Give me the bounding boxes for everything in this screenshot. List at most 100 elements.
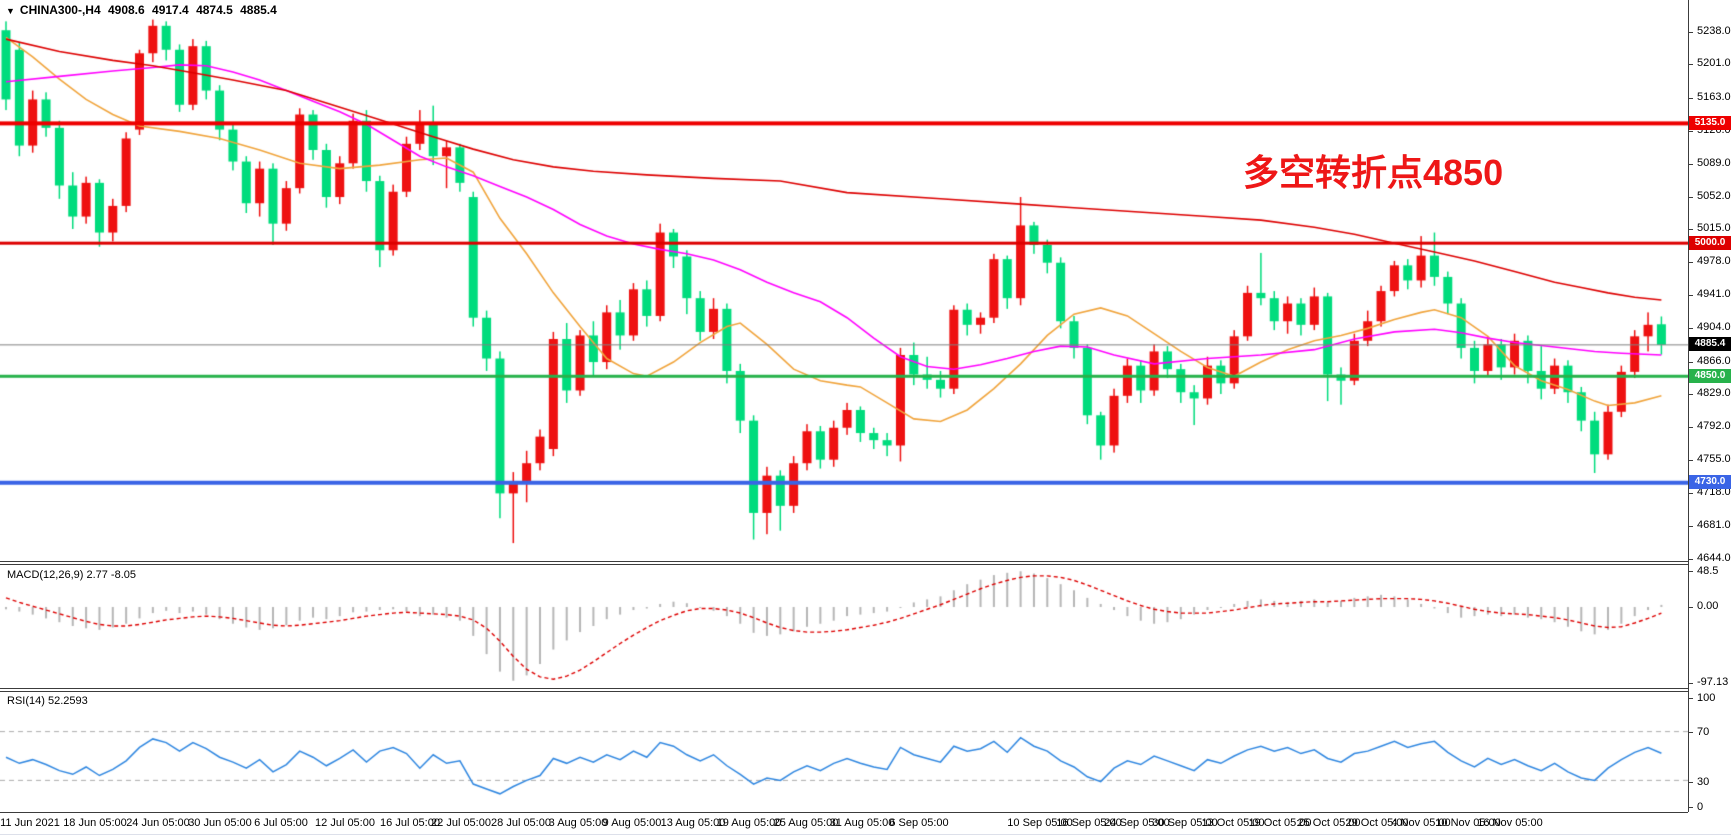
price-tick-label: 4904.0: [1697, 321, 1731, 333]
time-tick-label: 24 Jun 05:00: [126, 817, 190, 829]
macd-scale-max: 48.5: [1697, 565, 1719, 577]
time-tick-label: 3 Aug 05:00: [548, 817, 608, 829]
annotation-text[interactable]: 多空转折点4850: [1243, 152, 1504, 193]
time-tick-label: 6 Sep 05:00: [889, 817, 949, 829]
pane-separator: [0, 812, 1688, 813]
time-tick-label: 22 Jul 05:00: [431, 817, 491, 829]
price-tick-mark: [1688, 229, 1693, 230]
macd-canvas[interactable]: [0, 565, 1688, 688]
time-tick-label: 13 Oct 05:00: [1201, 817, 1265, 829]
time-tick-label: 30 Sep 05:00: [1152, 817, 1218, 829]
pane-separator[interactable]: [0, 691, 1688, 692]
rsi-scale-30: 30: [1697, 776, 1710, 788]
price-tick-mark: [1688, 362, 1693, 363]
macd-scale-tick: [1688, 683, 1693, 684]
price-axis-border: [1688, 0, 1689, 812]
time-tick-label: 30 Jun 05:00: [188, 817, 252, 829]
price-line-badge: 4850.0: [1689, 369, 1731, 383]
window-bottom-edge: [0, 834, 1731, 835]
price-chart-canvas[interactable]: [0, 0, 1688, 563]
macd-scale-tick: [1688, 571, 1693, 572]
time-tick-label: 6 Jul 05:00: [254, 817, 308, 829]
price-tick-label: 5238.0: [1697, 25, 1731, 37]
price-tick-mark: [1688, 98, 1693, 99]
price-line-badge: 4885.4: [1689, 337, 1731, 351]
price-tick-label: 4866.0: [1697, 355, 1731, 367]
ohlc-close: 4885.4: [240, 3, 277, 17]
rsi-scale-tick: [1688, 782, 1693, 783]
time-tick-label: 18 Jun 05:00: [63, 817, 127, 829]
price-tick-label: 4829.0: [1697, 387, 1731, 399]
time-tick-label: 10 Sep 05:00: [1007, 817, 1073, 829]
price-tick-mark: [1688, 197, 1693, 198]
price-tick-label: 4718.0: [1697, 486, 1731, 498]
price-tick-mark: [1688, 32, 1693, 33]
price-line-badge: 4730.0: [1689, 475, 1731, 489]
collapse-chart-icon[interactable]: ▼: [6, 6, 15, 16]
price-tick-label: 4681.0: [1697, 519, 1731, 531]
ohlc-low: 4874.5: [196, 3, 233, 17]
price-tick-mark: [1688, 526, 1693, 527]
price-tick-label: 5163.0: [1697, 91, 1731, 103]
rsi-scale-tick: [1688, 698, 1693, 699]
price-tick-label: 4792.0: [1697, 420, 1731, 432]
time-tick-label: 31 Aug 05:00: [829, 817, 895, 829]
price-tick-label: 4941.0: [1697, 288, 1731, 300]
rsi-scale-100: 100: [1697, 692, 1716, 704]
time-tick-label: 29 Oct 05:00: [1345, 817, 1409, 829]
ohlc-high: 4917.4: [152, 3, 189, 17]
chart-header: ▼ CHINA300-,H4 4908.6 4917.4 4874.5 4885.…: [6, 3, 281, 17]
macd-scale-zero: 0.00: [1697, 600, 1719, 612]
time-tick-label: 19 Aug 05:00: [716, 817, 782, 829]
macd-scale-tick: [1688, 607, 1693, 608]
rsi-scale-0: 0: [1697, 801, 1704, 813]
time-tick-label: 10 Nov 05:00: [1435, 817, 1501, 829]
price-tick-label: 4755.0: [1697, 453, 1731, 465]
pane-separator[interactable]: [0, 564, 1688, 565]
time-tick-label: 11 Jun 2021: [0, 817, 60, 829]
price-tick-mark: [1688, 64, 1693, 65]
time-tick-label: 25 Oct 05:00: [1297, 817, 1361, 829]
rsi-indicator-label: RSI(14) 52.2593: [7, 695, 88, 707]
price-line-badge: 5000.0: [1689, 236, 1731, 250]
time-tick-label: 13 Aug 05:00: [660, 817, 726, 829]
pane-separator[interactable]: [0, 561, 1688, 562]
rsi-scale-tick: [1688, 732, 1693, 733]
price-tick-label: 4644.0: [1697, 552, 1731, 564]
time-tick-label: 16 Sep 05:00: [1056, 817, 1122, 829]
price-tick-mark: [1688, 328, 1693, 329]
price-tick-mark: [1688, 164, 1693, 165]
price-tick-mark: [1688, 131, 1693, 132]
price-tick-label: 5201.0: [1697, 57, 1731, 69]
rsi-scale-70: 70: [1697, 726, 1710, 738]
price-tick-label: 5015.0: [1697, 222, 1731, 234]
macd-scale-min: -97.13: [1697, 676, 1729, 688]
rsi-scale-tick: [1688, 807, 1693, 808]
price-tick-mark: [1688, 559, 1693, 560]
time-tick-label: 16 Nov 05:00: [1477, 817, 1543, 829]
time-tick-label: 25 Aug 05:00: [773, 817, 839, 829]
time-tick-label: 16 Jul 05:00: [380, 817, 440, 829]
time-tick-label: 19 Oct 05:00: [1248, 817, 1312, 829]
price-tick-label: 4978.0: [1697, 255, 1731, 267]
price-tick-mark: [1688, 460, 1693, 461]
time-tick-label: 4 Nov 05:00: [1391, 817, 1451, 829]
time-tick-label: 9 Aug 05:00: [602, 817, 662, 829]
price-line-badge: 5135.0: [1689, 116, 1731, 130]
macd-indicator-label: MACD(12,26,9) 2.77 -8.05: [7, 569, 137, 581]
symbol-label: CHINA300-,H4: [19, 3, 101, 17]
price-tick-mark: [1688, 427, 1693, 428]
rsi-canvas[interactable]: [0, 692, 1688, 812]
price-tick-label: 5052.0: [1697, 190, 1731, 202]
price-tick-mark: [1688, 295, 1693, 296]
time-tick-label: 28 Jul 05:00: [491, 817, 551, 829]
price-tick-mark: [1688, 493, 1693, 494]
time-tick-label: 24 Sep 05:00: [1104, 817, 1170, 829]
price-tick-mark: [1688, 262, 1693, 263]
price-tick-mark: [1688, 394, 1693, 395]
price-tick-label: 5089.0: [1697, 157, 1731, 169]
ohlc-open: 4908.6: [107, 3, 145, 17]
time-tick-label: 12 Jul 05:00: [315, 817, 375, 829]
pane-separator[interactable]: [0, 688, 1688, 689]
